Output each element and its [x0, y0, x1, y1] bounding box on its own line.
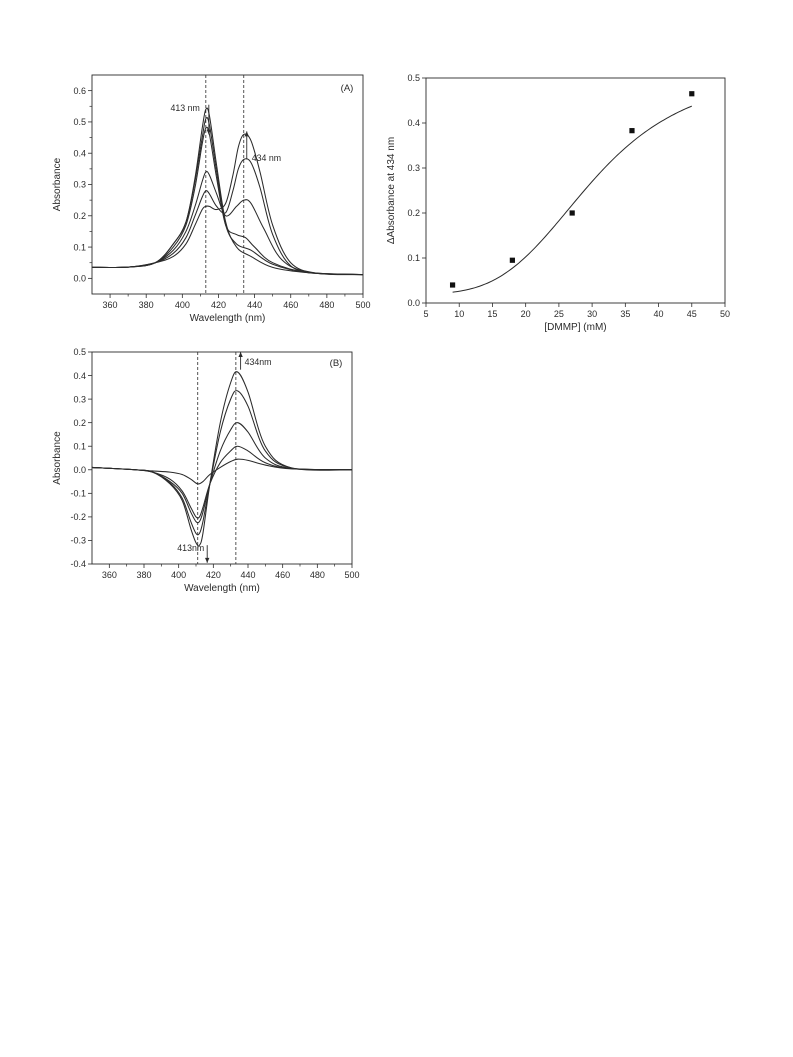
x-tick-label: 30: [587, 309, 597, 319]
chart-panel-c: 5 10 15 20 25 30 35 40 45 50 0.0 0.1 0.2 0.3 0.4 0.5 [DM…: [386, 73, 730, 333]
x-axis-label: [DMMP] (mM): [544, 322, 606, 333]
data-point: [509, 257, 515, 263]
x-tick-label: 460: [275, 570, 290, 580]
annotation-413-label: 413nm: [177, 543, 204, 553]
annotation-434-label: 434 nm: [252, 153, 281, 163]
x-tick-label: 400: [175, 300, 190, 310]
chart-panel-b: 360 380 400 420 440 460 480 500 -0.4 -0.3 -0.2 -0.1…: [52, 347, 360, 594]
panel-label: (A): [341, 83, 354, 94]
x-tick-label: 500: [355, 300, 370, 310]
y-tick-label: 0.2: [73, 418, 86, 428]
x-tick-label: 40: [654, 309, 664, 319]
x-tick-label: 440: [240, 570, 255, 580]
data-point: [629, 128, 635, 134]
difference-spectrum-line: [91, 445, 353, 519]
y-tick-label: 0.5: [407, 73, 420, 83]
x-tick-label: 400: [171, 570, 186, 580]
y-axis-label: Absorbance: [52, 431, 63, 485]
x-tick-label: 460: [283, 300, 298, 310]
plot-frame: [425, 77, 726, 304]
annotation-434-label: 434nm: [245, 357, 272, 367]
annotation-413-label: 413 nm: [170, 103, 199, 113]
x-tick-label: 15: [487, 309, 497, 319]
spectrum-line: [91, 133, 364, 276]
x-tick-label: 10: [454, 309, 464, 319]
chart-panel-a: 360 380 400 420 440 460 480 500 0.0 0.1 0.2 0.3 0.4 0…: [52, 74, 371, 324]
spectrum-line: [91, 170, 364, 276]
x-tick-label: 380: [136, 570, 151, 580]
y-tick-label: 0.4: [407, 118, 420, 128]
x-tick-label: 420: [211, 300, 226, 310]
x-tick-label: 380: [139, 300, 154, 310]
y-tick-label: 0.6: [73, 86, 86, 96]
y-tick-label: -0.3: [70, 536, 86, 546]
panel-label: (B): [330, 358, 343, 369]
fit-curve: [452, 105, 692, 293]
y-tick-label: 0.4: [73, 148, 86, 158]
arrow-down-413-head: [206, 129, 212, 135]
x-tick-label: 440: [247, 300, 262, 310]
spectrum-line: [91, 107, 364, 276]
y-tick-label: 0.2: [73, 211, 86, 221]
y-tick-label: 0.4: [73, 371, 86, 381]
x-tick-label: 35: [620, 309, 630, 319]
y-tick-label: 0.3: [73, 180, 86, 190]
y-tick-label: 0.0: [73, 465, 86, 475]
x-tick-label: 360: [103, 300, 118, 310]
x-tick-label: 420: [206, 570, 221, 580]
x-tick-label: 20: [521, 309, 531, 319]
arrow-up-434-head: [238, 352, 243, 357]
y-tick-label: 0.3: [407, 163, 420, 173]
x-tick-label: 50: [720, 309, 730, 319]
y-tick-label: 0.5: [73, 347, 86, 357]
arrow-down-413-head: [205, 557, 210, 563]
difference-spectrum-line: [91, 371, 353, 547]
data-point: [449, 282, 456, 288]
spectrum-line: [91, 116, 364, 276]
y-tick-label: -0.1: [70, 489, 86, 499]
x-tick-label: 500: [344, 570, 359, 580]
x-tick-label: 360: [102, 570, 117, 580]
data-point: [569, 210, 575, 216]
difference-spectrum-line: [91, 422, 353, 524]
plot-frame: [91, 74, 364, 295]
x-axis-label: Wavelength (nm): [184, 583, 260, 594]
y-tick-label: 0.3: [73, 394, 86, 404]
x-tick-label: 480: [310, 570, 325, 580]
x-tick-label: 45: [687, 309, 697, 319]
y-tick-label: -0.4: [70, 559, 86, 569]
y-tick-label: 0.1: [73, 441, 86, 451]
difference-spectrum-line: [91, 458, 353, 485]
x-tick-label: 5: [423, 309, 428, 319]
y-tick-label: 0.2: [407, 208, 420, 218]
x-axis-label: Wavelength (nm): [190, 313, 266, 324]
y-tick-label: 0.0: [73, 274, 86, 284]
y-tick-label: 0.5: [73, 117, 86, 127]
x-tick-label: 25: [554, 309, 564, 319]
y-axis-label: Absorbance: [52, 157, 63, 211]
spectrum-line: [91, 158, 364, 276]
y-tick-label: 0.0: [407, 298, 420, 308]
arrow-up-434-head: [244, 131, 249, 137]
plot-frame: [91, 351, 353, 565]
y-tick-label: -0.2: [70, 512, 86, 522]
difference-spectrum-line: [91, 390, 353, 536]
y-tick-label: 0.1: [407, 253, 420, 263]
data-point: [689, 91, 695, 97]
y-axis-label: ΔAbsorbance at 434 nm: [386, 137, 397, 244]
y-tick-label: 0.1: [73, 242, 86, 252]
spectrum-line: [91, 126, 364, 276]
x-tick-label: 480: [319, 300, 334, 310]
